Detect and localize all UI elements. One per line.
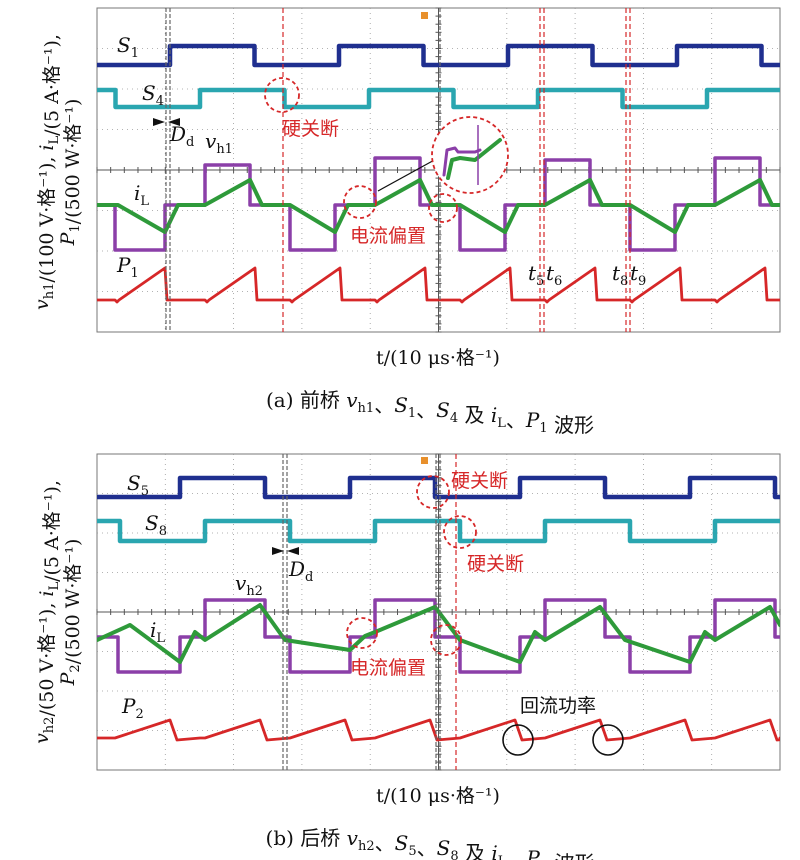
label-vh1: vh1: [205, 129, 233, 157]
wave-il-a: [97, 178, 780, 234]
panel-b-waveforms: [97, 454, 780, 770]
x-axis-title-a: t/(10 μs·格⁻¹): [376, 347, 500, 369]
svg-text:Dd: Dd: [288, 557, 313, 585]
deadtime-marker-a: Dd: [153, 118, 194, 150]
label-p1: P1: [116, 253, 139, 281]
caption-a: (a) 前桥 vh1、S1、S4 及 iL、P1 波形: [266, 388, 594, 437]
hard-off-circle-a: [264, 77, 300, 113]
label-p2: P2: [121, 694, 144, 722]
time-mark-t8: t8: [612, 261, 628, 289]
label-s5: S5: [127, 471, 149, 499]
current-offset-label-a: 电流偏置: [350, 225, 426, 247]
label-il-a: iL: [134, 181, 149, 209]
hard-off-label-a: 硬关断: [282, 118, 339, 140]
reflux-circle-1: [502, 724, 534, 756]
offset-circle-b2: [430, 624, 462, 656]
offset-circle-b1: [346, 617, 378, 649]
time-mark-t5: t5: [528, 261, 544, 289]
offset-circle-a1: [343, 185, 377, 219]
label-s8: S8: [145, 511, 167, 539]
svg-text:P2/(500 W·格⁻¹): P2/(500 W·格⁻¹): [57, 539, 84, 687]
label-vh2: vh2: [235, 571, 263, 599]
wave-il-b: [97, 603, 780, 664]
hard-off-circle-b1: [416, 475, 450, 509]
wave-s1: [97, 43, 780, 68]
offset-circle-a2: [428, 193, 458, 223]
panel-a: S1 S4 vh1 iL P1 Dd 硬关断 电流偏置 t5 t6 t8 t9: [31, 7, 781, 437]
wave-p1: [97, 266, 780, 304]
wave-p2: [97, 718, 780, 742]
caption-b: (b) 后桥 vh2、S5、S8 及 iL、P2 波形: [266, 826, 595, 860]
trigger-marker-icon: [421, 12, 428, 19]
time-mark-t6: t6: [546, 261, 562, 289]
label-s1: S1: [117, 33, 139, 61]
svg-text:vh1/(100 V·格⁻¹), iL/(5 A·格⁻¹),: vh1/(100 V·格⁻¹), iL/(5 A·格⁻¹),: [31, 34, 63, 310]
hard-off-label-b1: 硬关断: [451, 470, 508, 492]
label-il-b: iL: [150, 618, 165, 646]
wave-s4: [97, 87, 780, 110]
reflux-power-label: 回流功率: [520, 695, 596, 717]
svg-text:P1/(500 W·格⁻¹): P1/(500 W·格⁻¹): [57, 99, 84, 247]
current-offset-label-b: 电流偏置: [350, 657, 426, 679]
wave-vh2: [97, 598, 780, 674]
panel-a-waveforms: [97, 8, 780, 332]
wave-s5: [97, 475, 780, 500]
trigger-marker-icon-b: [421, 457, 428, 464]
y-axis-title-b: vh2/(50 V·格⁻¹), iL/(5 A·格⁻¹), P2/(500 W·…: [31, 480, 84, 744]
zoom-inset: [377, 116, 509, 194]
deadtime-marker-b: Dd: [272, 547, 313, 585]
panel-b: S5 S8 vh2 iL P2 Dd 硬关断 硬关断 电流偏置 回流功率 t/(…: [31, 453, 781, 860]
y-axis-title-a: vh1/(100 V·格⁻¹), iL/(5 A·格⁻¹), P1/(500 W…: [31, 34, 84, 310]
time-mark-t9: t9: [630, 261, 646, 289]
x-axis-title-b: t/(10 μs·格⁻¹): [376, 785, 500, 807]
reflux-circle-2: [592, 724, 624, 756]
svg-text:vh2/(50 V·格⁻¹), iL/(5 A·格⁻¹),: vh2/(50 V·格⁻¹), iL/(5 A·格⁻¹),: [31, 480, 63, 744]
hard-off-circle-b2: [443, 515, 477, 549]
hard-off-label-b2: 硬关断: [467, 553, 524, 575]
wave-s8: [97, 518, 780, 544]
svg-text:Dd: Dd: [169, 122, 194, 150]
label-s4: S4: [142, 81, 164, 109]
